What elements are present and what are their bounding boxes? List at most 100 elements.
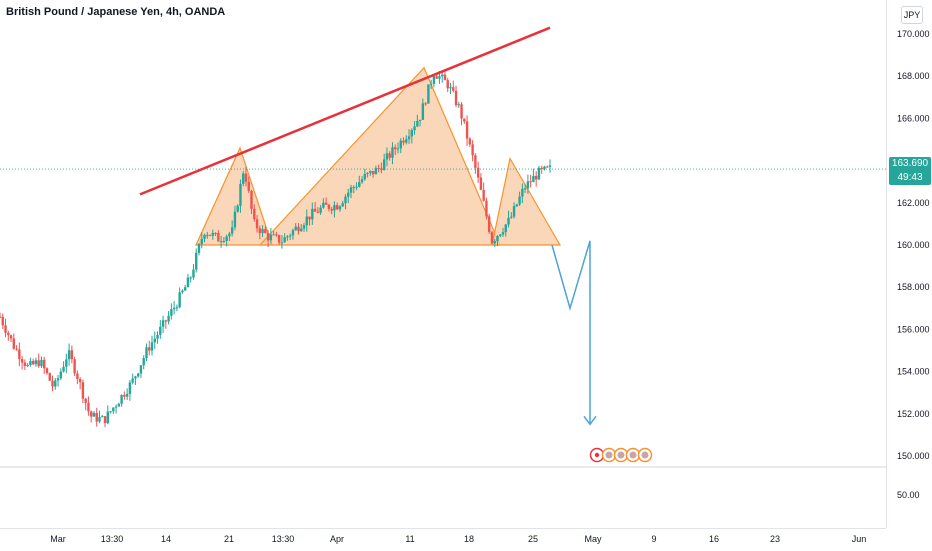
candle-body: [427, 84, 430, 104]
candle-body: [76, 373, 79, 379]
candle-body: [192, 269, 195, 278]
candle-body: [264, 229, 267, 233]
candle-body: [319, 207, 322, 213]
candle-body: [548, 165, 552, 167]
candle-body: [211, 232, 215, 236]
candle-body: [219, 241, 223, 243]
candle-body: [385, 153, 389, 160]
candle-body: [490, 232, 494, 244]
candle-body: [150, 342, 154, 351]
candle-body: [534, 175, 538, 180]
candle-body: [335, 205, 339, 210]
candle-body: [457, 104, 460, 106]
candle-body: [493, 241, 496, 244]
candle-body: [172, 307, 176, 310]
y-sub-tick-label: 50.00: [897, 490, 920, 500]
y-tick-label: 154.000: [897, 367, 930, 377]
candle-body: [7, 332, 10, 336]
candle-body: [449, 87, 452, 89]
candle-body: [95, 412, 98, 422]
candle-body: [313, 208, 317, 212]
candle-body: [322, 202, 325, 208]
candle-body: [543, 166, 546, 169]
candle-body: [250, 190, 253, 209]
y-tick-label: 158.000: [897, 282, 930, 292]
y-tick-label: 168.000: [897, 71, 930, 81]
candle-body: [291, 230, 295, 236]
time-scale[interactable]: [0, 528, 886, 551]
x-tick-label: Jun: [852, 534, 867, 544]
pattern-triangle: [195, 146, 273, 246]
candle-body: [311, 208, 314, 220]
price-scale[interactable]: [886, 0, 932, 528]
candle-body: [482, 189, 485, 201]
candle-body: [186, 277, 190, 288]
candle-body: [242, 173, 245, 184]
candle-body: [507, 217, 510, 225]
y-tick-label: 156.000: [897, 324, 930, 334]
candle-body: [352, 187, 355, 189]
candle-body: [391, 147, 394, 158]
candle-body: [253, 208, 256, 220]
candle-body: [114, 406, 118, 408]
candle-body: [476, 167, 480, 178]
candle-body: [377, 167, 380, 169]
candle-body: [349, 187, 353, 193]
candle-body: [203, 234, 206, 239]
symbol-title: British Pound / Japanese Yen, 4h, OANDA: [6, 6, 226, 18]
candle-body: [363, 174, 367, 180]
candle-body: [515, 204, 519, 207]
candle-body: [452, 87, 455, 91]
candle-body: [369, 170, 372, 173]
candle-body: [9, 335, 13, 339]
candle-body: [62, 366, 65, 372]
x-tick-label: 13:30: [101, 534, 124, 544]
candle-body: [217, 232, 220, 242]
currency-button[interactable]: JPY: [901, 6, 923, 24]
y-tick-label: 170.000: [897, 29, 930, 39]
candle-body: [413, 126, 416, 131]
candle-body: [402, 140, 405, 143]
candle-body: [167, 315, 170, 322]
candle-body: [283, 237, 286, 243]
x-tick-label: Apr: [330, 534, 344, 544]
candle-body: [200, 238, 203, 245]
candle-body: [308, 216, 311, 220]
candle-body: [344, 196, 347, 204]
event-icon-dot: [605, 451, 613, 459]
candle-body: [139, 365, 143, 374]
candle-body: [159, 326, 162, 335]
x-tick-label: 9: [651, 534, 656, 544]
candle-body: [396, 148, 400, 150]
candle-body: [101, 416, 104, 418]
candle-body: [98, 417, 101, 422]
candle-body: [78, 378, 82, 383]
candle-body: [225, 236, 228, 241]
candle-body: [195, 252, 198, 270]
candle-body: [181, 290, 184, 293]
event-icon-dot: [641, 451, 649, 459]
candle-body: [487, 216, 491, 233]
candle-body: [31, 360, 35, 365]
candle-body: [26, 365, 29, 367]
candle-body: [443, 74, 447, 81]
candle-body: [521, 188, 524, 197]
candle-body: [206, 234, 209, 236]
candle-body: [463, 118, 466, 122]
candle-body: [275, 234, 278, 236]
candle-body: [40, 359, 43, 367]
candle-body: [479, 177, 483, 190]
candle-body: [161, 320, 165, 327]
candle-body: [294, 226, 297, 231]
candle-body: [523, 188, 527, 190]
x-tick-label: 18: [464, 534, 474, 544]
candle-body: [29, 360, 32, 366]
candle-body: [512, 206, 516, 217]
candle-body: [175, 307, 179, 309]
candle-body: [59, 371, 63, 379]
candle-body: [109, 411, 112, 413]
candle-body: [12, 338, 16, 349]
candle-body: [429, 83, 433, 85]
candle-body: [23, 362, 27, 366]
